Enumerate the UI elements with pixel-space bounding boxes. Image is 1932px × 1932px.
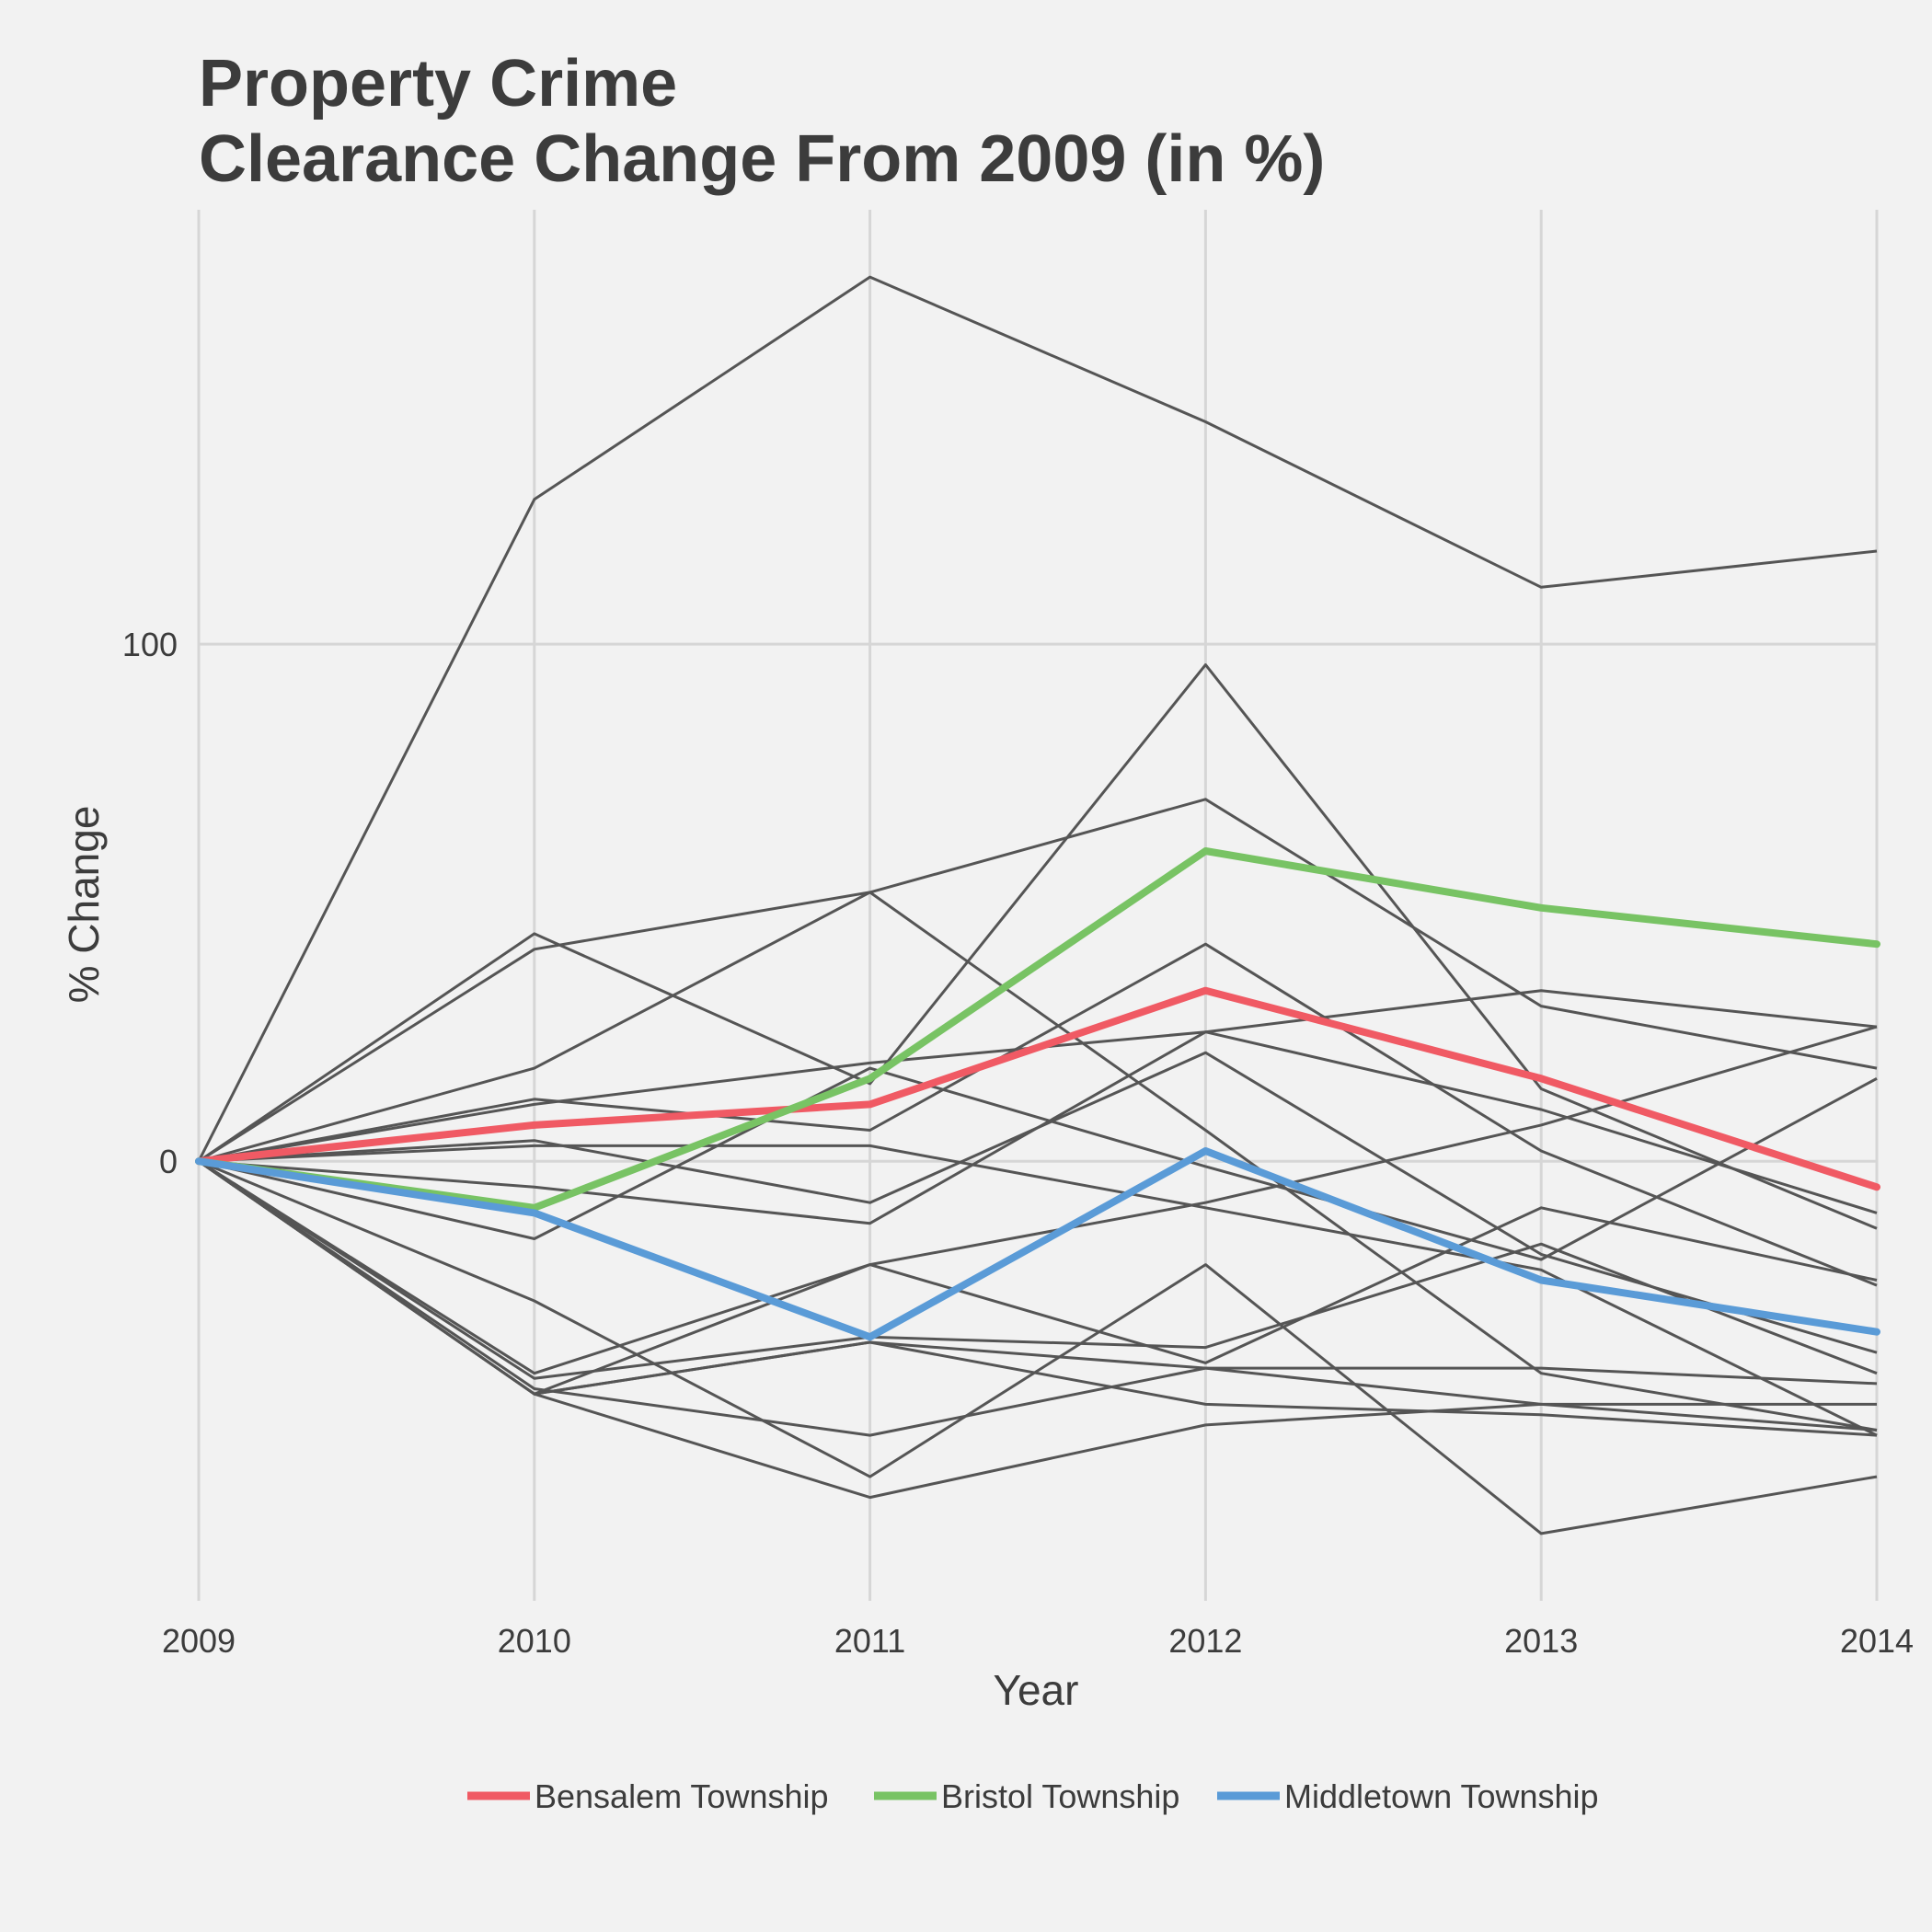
series-line-bensalem-township xyxy=(195,986,1880,1191)
background-series-line-0 xyxy=(197,275,1878,1162)
background-series-line-9 xyxy=(198,1066,1878,1261)
legend-label: Middletown Township xyxy=(1284,1777,1599,1815)
background-series-line-1 xyxy=(198,891,1878,1432)
y-tick-label: 100 xyxy=(122,626,178,663)
chart-title-line-1: Property Crime xyxy=(199,47,677,121)
x-tick-label: 2010 xyxy=(498,1622,571,1660)
legend-label: Bristol Township xyxy=(941,1777,1179,1815)
background-series-line-16 xyxy=(198,1159,1878,1500)
x-tick-label: 2012 xyxy=(1168,1622,1242,1660)
background-series-line-2 xyxy=(198,798,1878,1163)
background-series-line-3 xyxy=(198,663,1878,1230)
gridlines xyxy=(197,210,1879,1601)
series-line-bristol-township xyxy=(195,847,1880,1212)
x-axis-label: Year xyxy=(994,1666,1079,1714)
background-series-line-10 xyxy=(198,1159,1878,1535)
x-tick-label: 2014 xyxy=(1840,1622,1914,1660)
series-line-middletown-township xyxy=(195,1147,1880,1341)
highlighted-series xyxy=(195,847,1880,1341)
x-tick-labels: 2009 2010 2011 2012 2013 2014 xyxy=(162,1622,1914,1660)
y-tick-labels: 0 100 xyxy=(122,626,178,1180)
background-series-line-17 xyxy=(198,1159,1878,1437)
legend-label: Bensalem Township xyxy=(535,1777,829,1815)
background-series-line-6 xyxy=(198,1144,1878,1437)
x-tick-label: 2009 xyxy=(162,1622,236,1660)
y-axis-label: % Change xyxy=(60,806,108,1004)
background-series-line-4 xyxy=(198,942,1878,1287)
background-series-line-14 xyxy=(198,1159,1878,1437)
x-tick-label: 2013 xyxy=(1504,1622,1578,1660)
x-tick-label: 2011 xyxy=(834,1622,905,1660)
background-series-line-11 xyxy=(198,1025,1878,1375)
chart-title-line-2: Clearance Change From 2009 (in %) xyxy=(199,122,1325,196)
y-tick-label: 0 xyxy=(159,1143,178,1180)
background-series-line-8 xyxy=(198,1051,1878,1354)
legend: Bensalem Township Bristol Township Middlet… xyxy=(467,1777,1599,1815)
background-series-line-12 xyxy=(198,1159,1878,1380)
background-series xyxy=(197,275,1878,1535)
